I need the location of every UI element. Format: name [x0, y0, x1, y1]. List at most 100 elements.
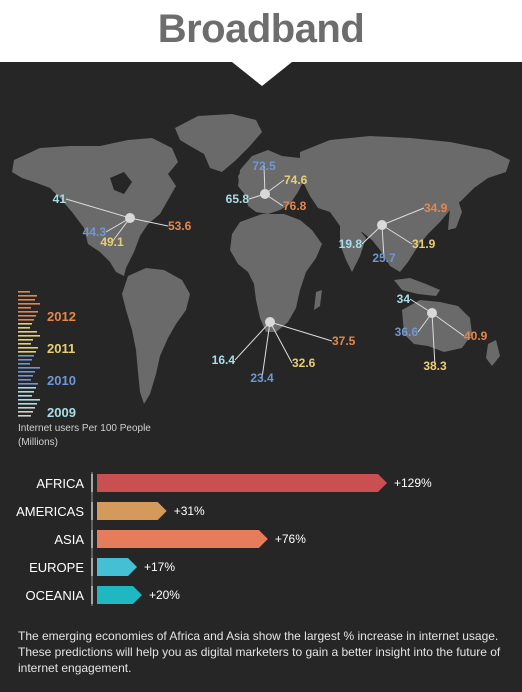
value-label-americas-2009: 41 [53, 192, 67, 206]
legend-stripe [18, 371, 35, 373]
legend-stripe [18, 331, 37, 333]
bar-oceania [97, 586, 142, 604]
bar-category-label: ASIA [54, 532, 84, 547]
callout-line-asia-2011 [381, 224, 413, 245]
region-callouts: 41 44.349.1 53.6 65.8 72.5 74.6 76.8 19.8 25.7 31… [53, 159, 488, 385]
legend-stripe [18, 363, 30, 365]
value-label-asia-2012: 34.9 [424, 201, 448, 215]
legend-stripe [18, 375, 33, 377]
callout-americas: 41 44.349.1 53.6 [53, 192, 192, 249]
bar-category-label: OCEANIA [25, 588, 84, 603]
legend-stripe [18, 327, 30, 329]
value-label-americas-2012: 53.6 [168, 219, 192, 233]
legend-stripe [18, 303, 40, 305]
value-label-africa-2010: 23.4 [250, 371, 274, 385]
legend-stripe [18, 335, 40, 337]
japan-shape [448, 200, 462, 230]
value-label-americas-2010: 44.3 [83, 225, 107, 239]
legend-stripe [18, 315, 36, 317]
value-label-europe-2011: 74.6 [284, 173, 308, 187]
legend-title: Internet users Per 100 People (Millions) [18, 422, 218, 450]
hudson-bay-shape [110, 172, 132, 194]
bar-europe [97, 558, 137, 576]
callout-hub-asia [377, 220, 387, 230]
legend-year-2011: 2011 [47, 341, 75, 356]
legend-stripe [18, 415, 31, 417]
legend-stripe [18, 383, 38, 385]
value-label-africa-2012: 37.5 [332, 334, 356, 348]
legend-stripe [18, 323, 32, 325]
callout-line-asia-2010 [381, 224, 385, 259]
legend-stripe [18, 339, 33, 341]
bar-category-label: AFRICA [36, 476, 84, 491]
value-label-africa-2011: 32.6 [292, 356, 316, 370]
value-label-europe-2010: 72.5 [252, 159, 276, 173]
madagascar-shape [314, 290, 322, 310]
callout-line-africa-2010 [261, 321, 271, 379]
callout-hub-americas [125, 213, 135, 223]
legend-stripe [18, 367, 40, 369]
legend-stripe [18, 299, 35, 301]
callout-line-asia-2012 [381, 207, 425, 226]
value-label-oceania-2012: 40.9 [464, 329, 488, 343]
legend-year-2009: 2009 [47, 405, 76, 420]
value-label-asia-2011: 31.9 [412, 237, 436, 251]
callout-line-oceania-2011 [431, 312, 436, 367]
legend-stripe [18, 387, 36, 389]
callout-line-oceania-2012 [431, 312, 465, 337]
header-pointer [232, 62, 292, 86]
value-label-europe-2012: 76.8 [283, 199, 307, 213]
legend-stripe [18, 395, 32, 397]
callout-hub-europe [260, 189, 270, 199]
australia-shape [402, 300, 472, 352]
europe-shape [238, 150, 312, 214]
africa-shape [230, 214, 322, 332]
value-label-oceania-2011: 38.3 [423, 359, 447, 373]
legend-stripe [18, 307, 31, 309]
callout-oceania: 34 36.6 38.3 40.9 [395, 292, 488, 373]
legend-stripe [18, 379, 31, 381]
legend-stripe [18, 347, 38, 349]
legend-stripe [18, 343, 31, 345]
legend-year-2012: 2012 [47, 309, 76, 324]
callout-africa: 16.4 23.4 32.6 37.5 [212, 317, 356, 385]
greenland-shape [175, 114, 262, 172]
bar-value-label: +76% [275, 532, 306, 546]
bar-value-label: +31% [174, 504, 205, 518]
value-label-oceania-2010: 36.6 [395, 325, 419, 339]
legend-stripe [18, 399, 40, 401]
bar-value-label: +20% [149, 588, 180, 602]
new-zealand-shape [486, 340, 500, 366]
legend-stripe [18, 351, 36, 353]
bar-category-label: EUROPE [29, 560, 84, 575]
callout-line-africa-2009 [234, 321, 271, 361]
legend-stripe [18, 311, 38, 313]
value-label-africa-2009: 16.4 [212, 353, 236, 367]
bar-americas [97, 502, 167, 520]
bar-asia [97, 530, 268, 548]
legend-stripe [18, 319, 34, 321]
growth-bar-chart: AFRICA +129% AMERICAS +31% ASIA +76% EUROPE +17… [16, 472, 432, 606]
uk-shape [238, 168, 248, 188]
callout-line-africa-2011 [269, 321, 293, 364]
legend-stripe [18, 391, 34, 393]
page-title: Broadband [157, 7, 365, 51]
legend-stripe [18, 411, 33, 413]
value-label-asia-2009: 19.8 [339, 237, 363, 251]
legend-title-line1: Internet users Per 100 People [18, 423, 151, 434]
callout-hub-africa [265, 317, 275, 327]
value-label-oceania-2009: 34 [397, 292, 411, 306]
callout-line-americas-2012 [129, 217, 169, 227]
callout-hub-oceania [427, 308, 437, 318]
legend-stripe [18, 295, 37, 297]
indonesia-shape [394, 278, 440, 296]
callout-line-africa-2012 [269, 321, 333, 342]
value-label-americas-2011: 49.1 [100, 235, 124, 249]
legend-stripe [18, 403, 37, 405]
bar-value-label: +129% [394, 476, 432, 490]
footer-text: The emerging economies of Africa and Asi… [18, 629, 501, 675]
bar-category-label: AMERICAS [16, 504, 84, 519]
world-map [12, 114, 510, 404]
callout-europe: 65.8 72.5 74.6 76.8 [226, 159, 308, 213]
north-america-shape [12, 138, 178, 276]
